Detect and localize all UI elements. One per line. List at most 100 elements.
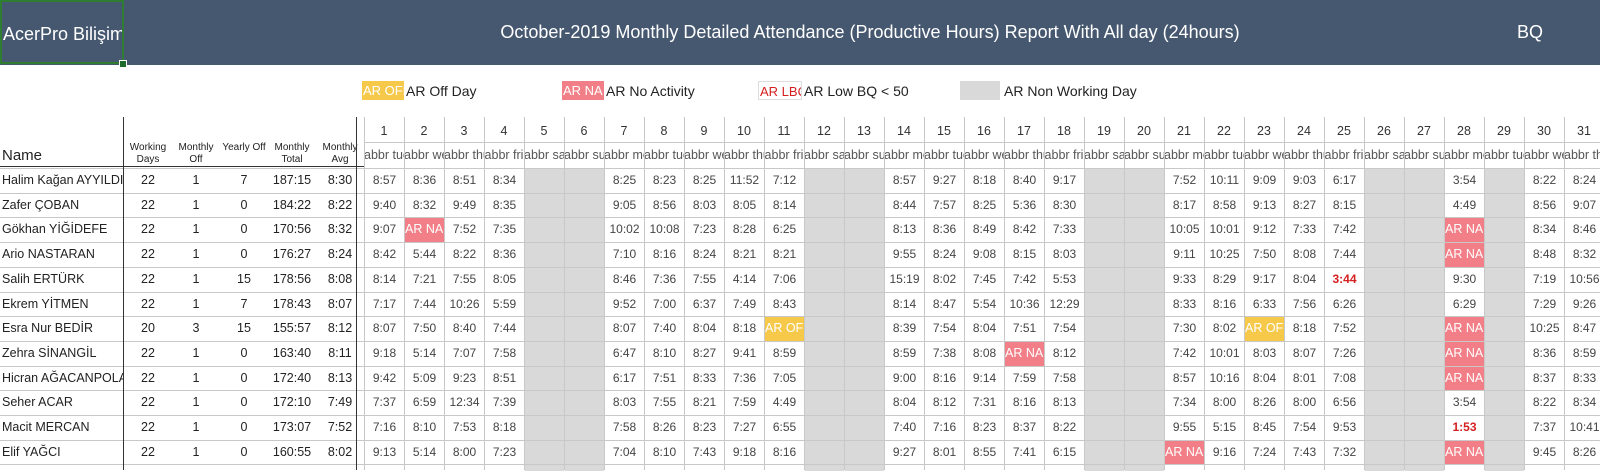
monthly-total-header[interactable]: Monthly Total xyxy=(274,142,310,165)
attendance-cell[interactable]: 7:50 xyxy=(412,321,437,336)
day-number-header[interactable]: 29 xyxy=(1497,124,1511,138)
employee-name[interactable]: Hicran AĞACANPOLAT xyxy=(2,370,124,385)
attendance-cell[interactable]: 7:56 xyxy=(1292,296,1317,311)
attendance-cell[interactable]: 6:26 xyxy=(1332,296,1357,311)
day-abbr-header[interactable]: abbr sat xyxy=(804,148,844,162)
employee-name[interactable]: Esra Nur BEDİR xyxy=(2,321,93,336)
day-number-header[interactable]: 28 xyxy=(1457,124,1471,138)
attendance-cell[interactable]: 8:51 xyxy=(492,370,517,385)
attendance-cell[interactable] xyxy=(845,194,884,218)
attendance-cell[interactable]: 8:21 xyxy=(692,395,717,410)
attendance-cell[interactable]: 7:42 xyxy=(1012,271,1037,286)
attendance-cell[interactable]: 8:45 xyxy=(1252,420,1277,434)
attendance-cell[interactable]: 7:58 xyxy=(492,345,517,360)
attendance-cell[interactable]: 12:29 xyxy=(1049,296,1080,311)
attendance-cell[interactable]: 7:21 xyxy=(412,271,437,286)
yearly-off-value[interactable]: 0 xyxy=(240,370,248,385)
day-abbr-header[interactable]: abbr wed xyxy=(404,148,444,162)
attendance-cell[interactable] xyxy=(805,169,844,193)
day-number-header[interactable]: 30 xyxy=(1537,124,1551,138)
no-activity-cell[interactable]: AR NA xyxy=(405,218,444,243)
attendance-cell[interactable]: 8:37 xyxy=(1532,370,1557,385)
day-number-header[interactable]: 18 xyxy=(1057,124,1071,138)
attendance-cell[interactable] xyxy=(565,268,604,292)
attendance-cell[interactable]: 10:08 xyxy=(649,222,680,237)
day-number-header[interactable]: 4 xyxy=(500,124,508,138)
day-number-header[interactable]: 7 xyxy=(620,124,628,138)
attendance-cell[interactable] xyxy=(1485,194,1524,218)
attendance-cell[interactable]: 8:44 xyxy=(892,197,917,212)
attendance-cell[interactable] xyxy=(525,218,564,242)
attendance-cell[interactable]: 9:40 xyxy=(372,197,397,212)
monthly-off-value[interactable]: 1 xyxy=(192,222,200,237)
attendance-cell[interactable]: 8:32 xyxy=(412,197,437,212)
day-abbr-header[interactable]: abbr sun xyxy=(1124,148,1164,162)
attendance-cell[interactable]: 8:12 xyxy=(1052,345,1077,360)
attendance-cell[interactable] xyxy=(1085,317,1124,341)
attendance-cell[interactable] xyxy=(1085,367,1124,391)
day-number-header[interactable]: 15 xyxy=(937,124,951,138)
attendance-cell[interactable]: 8:23 xyxy=(972,420,997,434)
attendance-cell[interactable] xyxy=(1125,293,1164,317)
attendance-cell[interactable]: 8:18 xyxy=(1292,321,1317,336)
cell-fill-handle[interactable] xyxy=(119,60,127,68)
attendance-cell[interactable]: 7:43 xyxy=(692,444,717,459)
attendance-cell[interactable]: 8:18 xyxy=(732,321,757,336)
attendance-cell[interactable]: 9:53 xyxy=(1332,420,1357,434)
attendance-cell[interactable]: 8:16 xyxy=(1012,395,1037,410)
attendance-cell[interactable] xyxy=(1365,391,1404,415)
attendance-cell[interactable] xyxy=(805,317,844,341)
attendance-cell[interactable]: 8:33 xyxy=(692,370,717,385)
attendance-cell[interactable] xyxy=(1485,391,1524,415)
day-abbr-header[interactable]: abbr thu xyxy=(724,148,764,162)
attendance-cell[interactable] xyxy=(565,416,604,440)
attendance-cell[interactable] xyxy=(805,416,844,440)
attendance-cell[interactable]: 8:15 xyxy=(1012,247,1037,262)
attendance-cell[interactable] xyxy=(845,243,884,267)
attendance-cell[interactable] xyxy=(845,416,884,440)
attendance-cell[interactable]: 7:23 xyxy=(492,444,517,459)
attendance-cell[interactable] xyxy=(1125,317,1164,341)
attendance-cell[interactable]: 9:18 xyxy=(732,444,757,459)
attendance-cell[interactable] xyxy=(1405,391,1444,415)
attendance-cell[interactable]: 8:57 xyxy=(372,173,397,187)
attendance-cell[interactable] xyxy=(1365,416,1404,440)
attendance-cell[interactable]: 6:37 xyxy=(692,296,717,311)
attendance-cell[interactable]: 5:14 xyxy=(412,444,437,459)
attendance-cell[interactable]: 8:10 xyxy=(652,345,677,360)
attendance-cell[interactable]: 8:26 xyxy=(652,420,677,434)
attendance-cell[interactable]: 9:17 xyxy=(1252,271,1277,286)
monthly-off-value[interactable]: 3 xyxy=(192,321,200,336)
attendance-cell[interactable]: 5:09 xyxy=(412,370,437,385)
attendance-cell[interactable] xyxy=(1485,416,1524,440)
attendance-cell[interactable]: 10:01 xyxy=(1209,345,1240,360)
attendance-cell[interactable]: 7:23 xyxy=(692,222,717,237)
attendance-cell[interactable] xyxy=(1085,243,1124,267)
attendance-cell[interactable] xyxy=(1085,268,1124,292)
attendance-cell[interactable]: 7:40 xyxy=(892,420,917,434)
day-number-header[interactable]: 21 xyxy=(1177,124,1191,138)
attendance-cell[interactable]: 6:33 xyxy=(1252,296,1277,311)
attendance-cell[interactable]: 8:07 xyxy=(1292,345,1317,360)
attendance-cell[interactable]: 10:25 xyxy=(1209,247,1240,262)
attendance-cell[interactable] xyxy=(1125,243,1164,267)
attendance-cell[interactable]: 7:54 xyxy=(1292,420,1317,434)
attendance-cell[interactable]: 8:03 xyxy=(1252,345,1277,360)
day-abbr-header[interactable]: abbr thu xyxy=(1564,148,1600,162)
day-abbr-header[interactable]: abbr mon xyxy=(1164,148,1204,162)
attendance-cell[interactable]: 8:24 xyxy=(1572,173,1597,187)
employee-name[interactable]: Macit MERCAN xyxy=(2,420,90,434)
attendance-cell[interactable]: 10:25 xyxy=(1529,321,1560,336)
attendance-cell[interactable] xyxy=(805,441,844,465)
day-number-header[interactable]: 8 xyxy=(660,124,668,138)
monthly-off-value[interactable]: 1 xyxy=(192,395,200,410)
attendance-cell[interactable] xyxy=(845,218,884,242)
attendance-cell[interactable] xyxy=(1485,243,1524,267)
attendance-cell[interactable]: 7:52 xyxy=(1172,173,1197,187)
monthly-total-value[interactable]: 160:55 xyxy=(272,444,312,459)
no-activity-cell[interactable]: AR NA xyxy=(1445,218,1484,243)
attendance-cell[interactable] xyxy=(525,391,564,415)
attendance-cell[interactable]: 8:30 xyxy=(1052,197,1077,212)
attendance-cell[interactable]: 9:03 xyxy=(1292,173,1317,187)
attendance-cell[interactable]: 9:07 xyxy=(1572,197,1597,212)
